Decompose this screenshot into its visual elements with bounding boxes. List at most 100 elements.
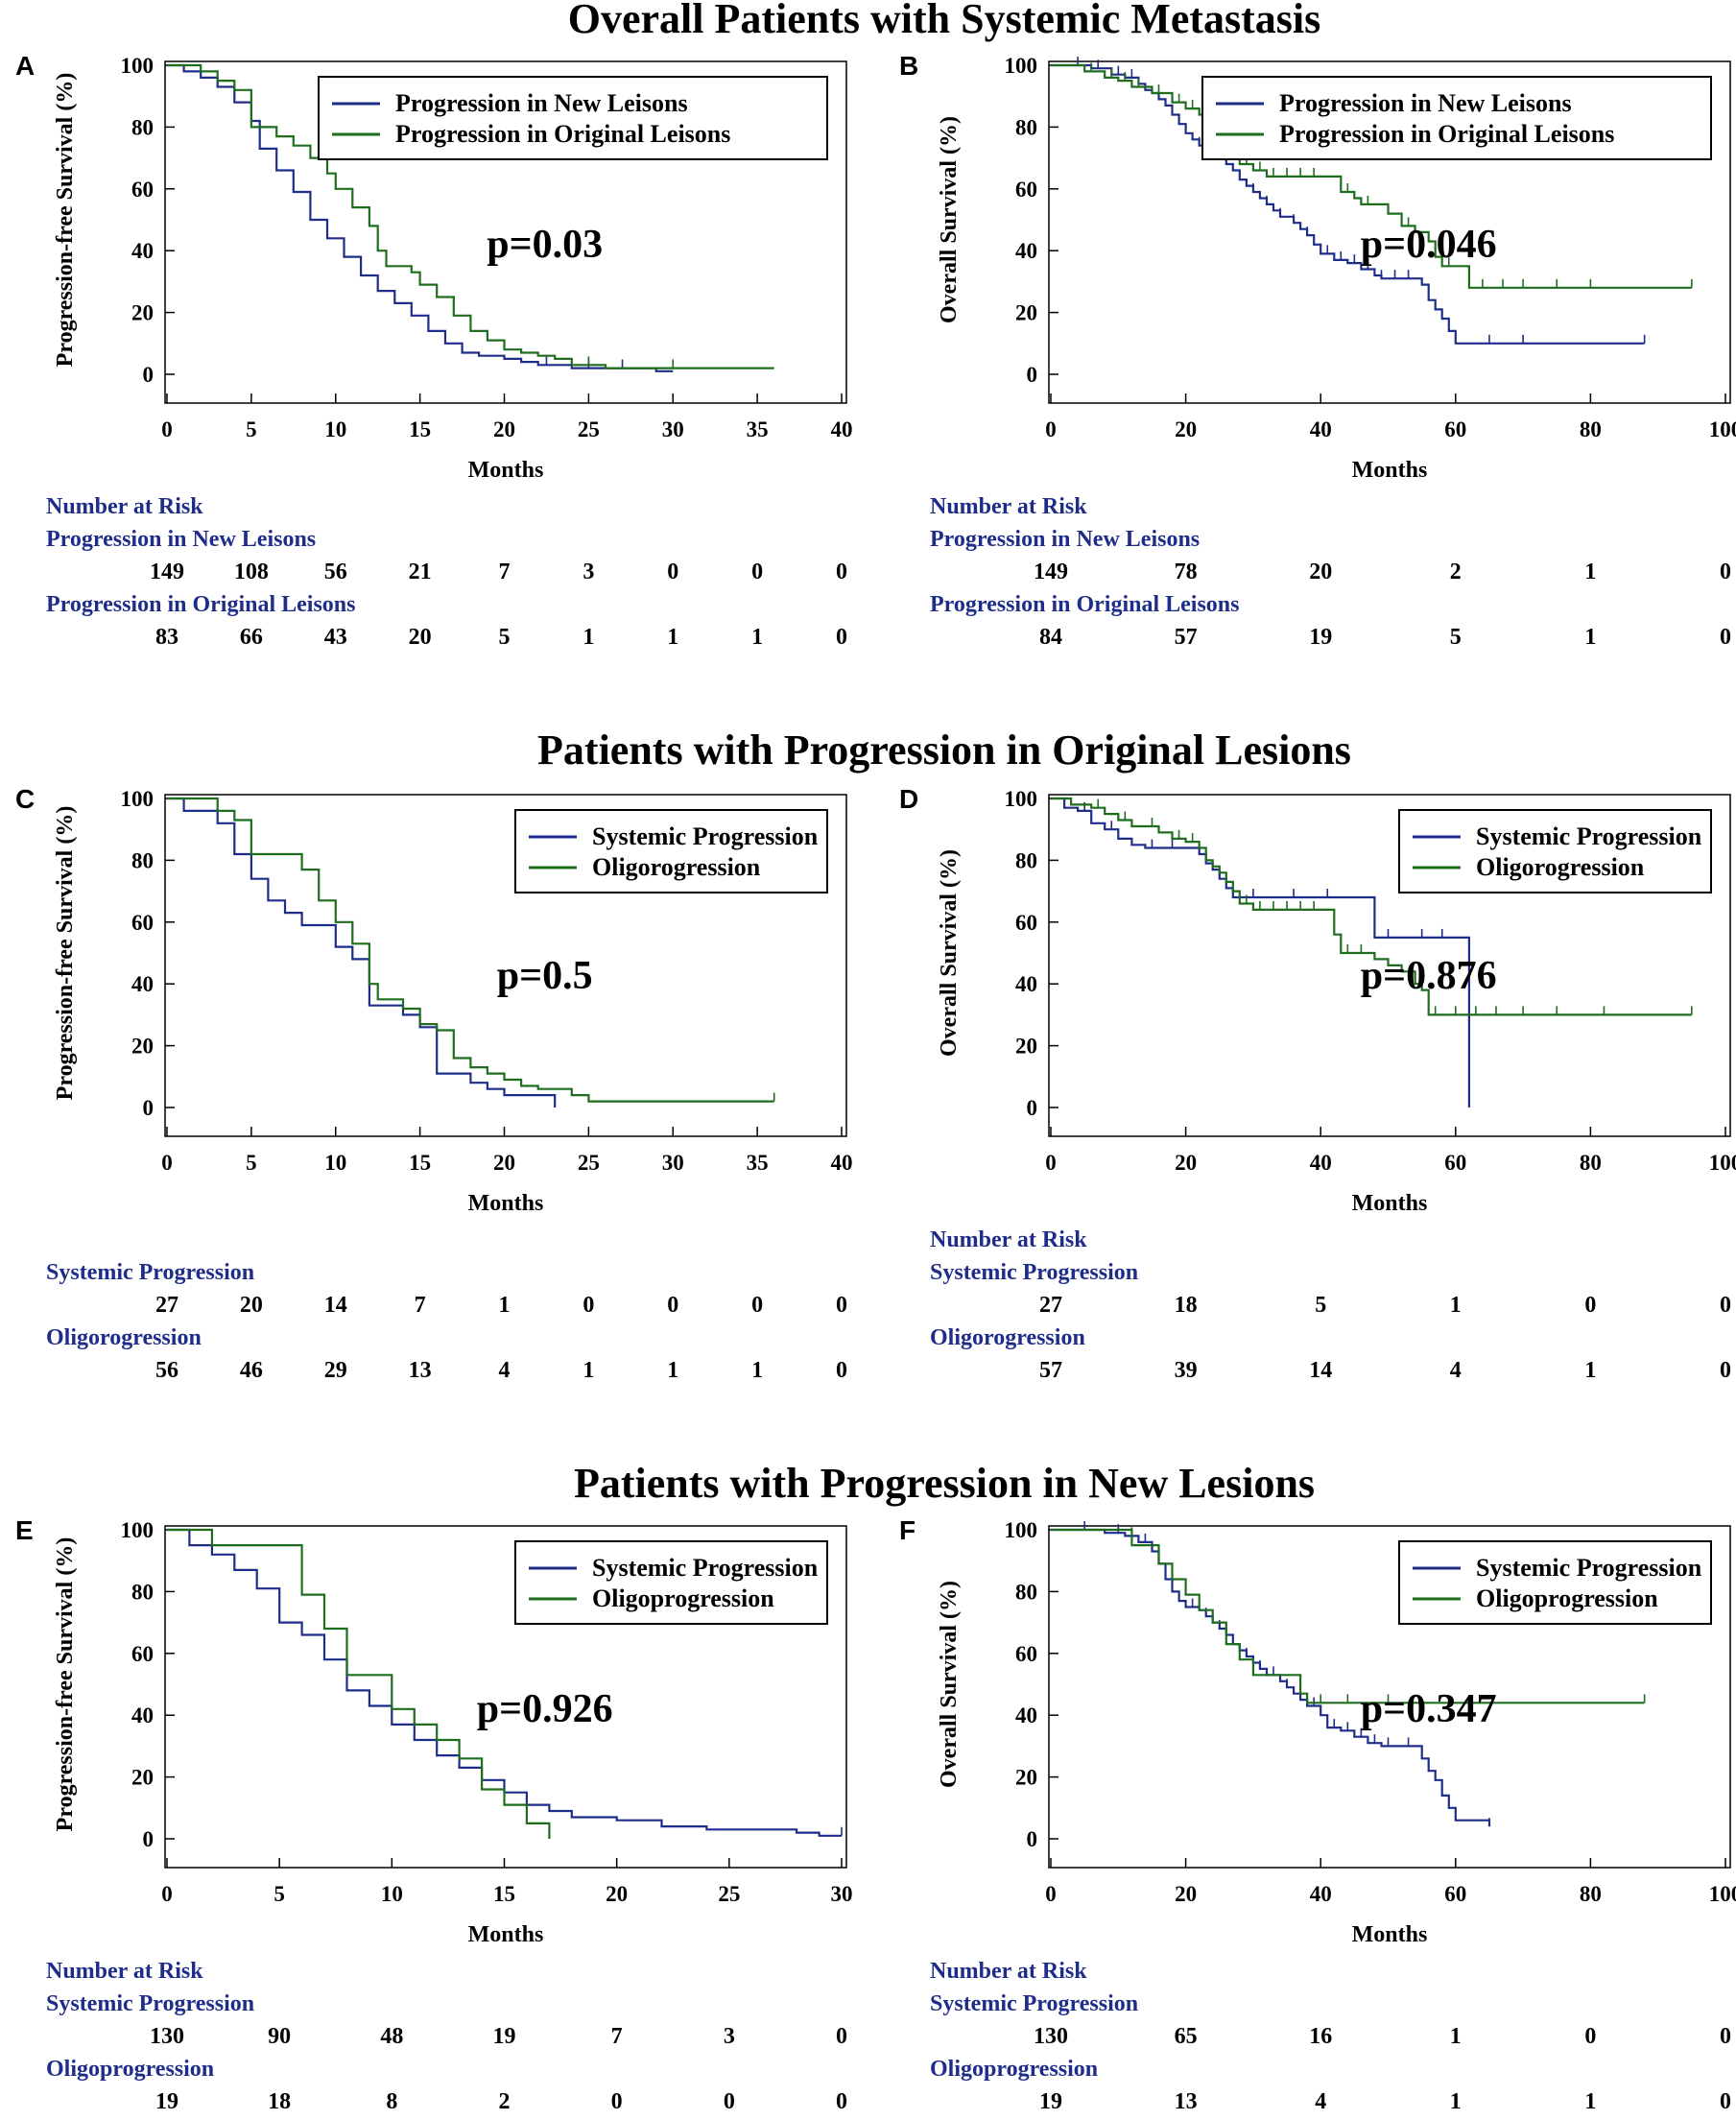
risk-count: 0 [667, 560, 678, 584]
km-curve-series2 [1051, 1528, 1645, 1704]
risk-row-label: Oligoprogression [46, 2057, 214, 2082]
x-tick-label: 15 [493, 1882, 515, 1906]
legend-box [514, 1540, 828, 1625]
risk-count: 27 [155, 1293, 178, 1318]
panel-d: D020406080100020406080100MonthsOverall S… [899, 784, 1736, 1383]
x-tick-label: 100 [1709, 1151, 1736, 1175]
risk-count: 108 [234, 560, 269, 584]
y-tick-label: 0 [1027, 1096, 1038, 1120]
risk-count: 0 [1584, 2024, 1596, 2049]
risk-count: 5 [1315, 1293, 1326, 1318]
risk-count: 27 [1039, 1293, 1062, 1318]
risk-row-label: Systemic Progression [46, 1260, 254, 1285]
y-tick-label: 60 [1015, 911, 1037, 935]
x-tick-label: 20 [1175, 417, 1197, 441]
y-tick-label: 60 [131, 911, 154, 935]
y-tick-label: 20 [131, 1035, 154, 1059]
x-axis-label: Months [468, 458, 544, 483]
x-tick-label: 60 [1444, 1882, 1466, 1906]
risk-count: 18 [268, 2089, 291, 2114]
legend-box [514, 809, 828, 893]
panel-b: B020406080100020406080100MonthsOverall S… [899, 51, 1736, 650]
risk-count: 56 [155, 1358, 178, 1383]
y-tick-label: 80 [1015, 1580, 1037, 1604]
y-tick-label: 0 [143, 363, 155, 387]
risk-count: 0 [1720, 2089, 1731, 2114]
y-tick-label: 0 [1027, 363, 1038, 387]
p-value: p=0.5 [497, 954, 593, 998]
x-tick-label: 100 [1709, 1882, 1736, 1906]
y-tick-label: 40 [131, 239, 154, 263]
risk-count: 1 [1584, 2089, 1596, 2114]
legend-label: Oligoprogression [1476, 1584, 1658, 1612]
y-tick-label: 20 [131, 301, 154, 325]
legend-label: Oligoprogression [592, 1584, 774, 1612]
risk-count: 1 [583, 1358, 594, 1383]
legend-label: Progression in New Leisons [1279, 89, 1572, 117]
plot-frame [164, 60, 847, 404]
y-tick-label: 0 [143, 1096, 155, 1120]
x-tick-label: 40 [1310, 1151, 1332, 1175]
risk-count: 65 [1175, 2024, 1198, 2049]
p-value: p=0.03 [487, 223, 603, 267]
risk-count: 57 [1175, 625, 1198, 650]
x-tick-label: 25 [578, 1151, 600, 1175]
y-axis-label: Overall Survival (%) [937, 116, 962, 323]
risk-count: 0 [836, 1358, 847, 1383]
risk-count: 83 [155, 625, 178, 650]
section-title-overall: Overall Patients with Systemic Metastasi… [568, 0, 1321, 42]
x-tick-label: 0 [1045, 1882, 1057, 1906]
risk-count: 13 [1175, 2089, 1198, 2114]
x-tick-label: 15 [409, 417, 431, 441]
risk-count: 78 [1175, 560, 1198, 584]
legend-label: Systemic Progression [592, 1554, 819, 1582]
risk-count: 130 [150, 2024, 184, 2049]
x-tick-label: 0 [161, 1882, 173, 1906]
x-tick-label: 30 [662, 417, 684, 441]
x-tick-label: 0 [1045, 417, 1057, 441]
y-tick-label: 60 [1015, 1642, 1037, 1666]
risk-count: 0 [583, 1293, 594, 1318]
risk-row-label: Progression in Original Leisons [930, 592, 1240, 617]
x-tick-label: 10 [324, 1151, 346, 1175]
x-tick-label: 10 [381, 1882, 403, 1906]
y-tick-label: 100 [121, 787, 155, 811]
x-tick-label: 40 [1310, 1882, 1332, 1906]
risk-count: 3 [724, 2024, 735, 2049]
risk-count: 57 [1039, 1358, 1062, 1383]
risk-count: 1 [1450, 1293, 1462, 1318]
km-curve-series1 [1051, 1528, 1491, 1827]
x-tick-label: 80 [1580, 1151, 1602, 1175]
y-tick-label: 80 [1015, 848, 1037, 872]
x-tick-label: 10 [324, 417, 346, 441]
p-value: p=0.876 [1361, 954, 1497, 998]
y-tick-label: 40 [1015, 972, 1037, 996]
risk-count: 4 [1315, 2089, 1326, 2114]
risk-count: 1 [1584, 625, 1596, 650]
y-axis-label: Progression-free Survival (%) [53, 806, 78, 1101]
risk-count: 1 [667, 1358, 678, 1383]
y-tick-label: 100 [1005, 1518, 1038, 1542]
x-tick-label: 35 [747, 1151, 769, 1175]
risk-row-label: Progression in Original Leisons [46, 592, 356, 617]
x-tick-label: 20 [606, 1882, 628, 1906]
x-axis-label: Months [1352, 458, 1428, 483]
x-tick-label: 60 [1444, 417, 1466, 441]
risk-count: 1 [499, 1293, 511, 1318]
x-tick-label: 30 [662, 1151, 684, 1175]
legend-box [1398, 809, 1712, 893]
x-axis-label: Months [468, 1922, 544, 1947]
y-axis-label: Overall Survival (%) [937, 849, 962, 1057]
x-tick-label: 80 [1580, 1882, 1602, 1906]
risk-count: 19 [155, 2089, 178, 2114]
risk-count: 0 [836, 2089, 847, 2114]
legend-label: Systemic Progression [592, 822, 819, 850]
risk-count: 1 [1584, 560, 1596, 584]
risk-count: 39 [1175, 1358, 1198, 1383]
risk-count: 1 [1450, 2024, 1462, 2049]
risk-count: 19 [1309, 625, 1332, 650]
risk-count: 0 [751, 1293, 763, 1318]
